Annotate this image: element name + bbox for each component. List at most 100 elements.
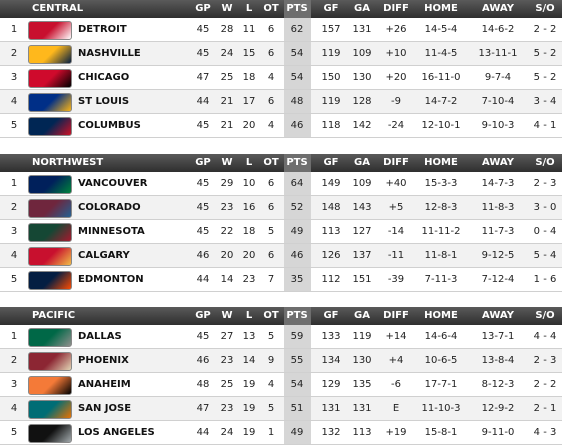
stat: 13-11-1 <box>478 48 518 59</box>
stat: 55 <box>290 355 304 366</box>
stat: 44 <box>196 427 210 438</box>
team-row: 5 COLUMBUS 45 21 20 4 46 118 142 -24 12-10-1 9-10-3… <box>0 114 562 138</box>
stat: -9 <box>391 96 401 107</box>
team-logo <box>28 45 72 64</box>
stat: 35 <box>290 274 304 285</box>
stat: 14-7-3 <box>481 178 515 189</box>
team-name: CALGARY <box>78 250 130 261</box>
stat: 17 <box>242 96 256 107</box>
column-header: GA <box>354 310 370 321</box>
division-name: CENTRAL <box>32 3 84 14</box>
team-logo <box>28 352 72 371</box>
pts-highlight <box>284 196 311 219</box>
team-row: 3 ANAHEIM 48 25 19 4 54 129 135 -6 17-7-1 8-12-3 2 -… <box>0 373 562 397</box>
team-row: 3 MINNESOTA 45 22 18 5 49 113 127 -14 11-11-2 11-7-… <box>0 220 562 244</box>
column-header: GA <box>354 157 370 168</box>
pts-highlight <box>284 0 311 18</box>
stat: 7 <box>267 274 275 285</box>
stat: 22 <box>220 226 234 237</box>
division-header: CENTRAL GP W L OT PTS GF GA DIFF HOME AWAY S/O <box>0 0 562 18</box>
rank: 4 <box>10 403 18 414</box>
stat: 23 <box>242 274 256 285</box>
team-logo <box>28 376 72 395</box>
team-logo <box>28 93 72 112</box>
stat: E <box>392 403 400 414</box>
stat: 1 <box>267 427 275 438</box>
stat: 119 <box>352 331 372 342</box>
stat: 47 <box>196 403 210 414</box>
stat: 45 <box>196 331 210 342</box>
stat: 44 <box>196 274 210 285</box>
stat: 6 <box>267 48 275 59</box>
column-header: GF <box>323 310 339 321</box>
rank: 1 <box>10 178 18 189</box>
team-logo <box>28 199 72 218</box>
column-header: GP <box>195 3 211 14</box>
stat: 49 <box>290 226 304 237</box>
stat: 45 <box>196 202 210 213</box>
pts-highlight <box>284 66 311 89</box>
stat: -11 <box>387 250 405 261</box>
stat: 21 <box>220 96 234 107</box>
team-name: LOS ANGELES <box>78 427 155 438</box>
stat: 133 <box>321 331 341 342</box>
stat: 45 <box>196 120 210 131</box>
column-header: S/O <box>535 3 555 14</box>
team-logo <box>28 69 72 88</box>
rank: 3 <box>10 226 18 237</box>
stat: 48 <box>290 96 304 107</box>
stat: 14-5-4 <box>424 24 458 35</box>
rank: 5 <box>10 427 18 438</box>
stat: 62 <box>290 24 304 35</box>
stat: 45 <box>196 178 210 189</box>
stat: 5 <box>267 226 275 237</box>
stat: 11-10-3 <box>421 403 461 414</box>
division-header: PACIFIC GP W L OT PTS GF GA DIFF HOME AWAY S/O <box>0 307 562 325</box>
stat: 4 <box>267 379 275 390</box>
team-row: 5 LOS ANGELES 44 24 19 1 49 132 113 +19 15-8-1 9-11… <box>0 421 562 445</box>
stat: 15-3-3 <box>424 178 458 189</box>
team-logo <box>28 424 72 443</box>
stat: 6 <box>267 250 275 261</box>
pts-highlight <box>284 18 311 41</box>
stat: 11-11-2 <box>421 226 461 237</box>
stat: 4 - 1 <box>533 120 557 131</box>
column-header: GP <box>195 157 211 168</box>
stat: 27 <box>220 331 234 342</box>
pts-highlight <box>284 268 311 291</box>
stat: 130 <box>352 355 372 366</box>
stat: 130 <box>352 72 372 83</box>
column-header: DIFF <box>383 3 409 14</box>
stat: 4 <box>267 72 275 83</box>
stat: +14 <box>385 331 407 342</box>
team-row: 1 DETROIT 45 28 11 6 62 157 131 +26 14-5-4 14-6-2 2 … <box>0 18 562 42</box>
stat: 142 <box>352 120 372 131</box>
stat: 14-6-2 <box>481 24 515 35</box>
column-header: HOME <box>424 310 458 321</box>
stat: +26 <box>385 24 407 35</box>
stat: 128 <box>352 96 372 107</box>
team-logo <box>28 247 72 266</box>
stat: 28 <box>220 24 234 35</box>
stat: 14 <box>220 274 234 285</box>
stat: 131 <box>321 403 341 414</box>
stat: 4 - 4 <box>533 331 557 342</box>
stat: 17-7-1 <box>424 379 458 390</box>
stat: 54 <box>290 72 304 83</box>
team-name: ANAHEIM <box>78 379 131 390</box>
stat: 143 <box>352 202 372 213</box>
stat: 5 - 4 <box>533 250 557 261</box>
stat: 21 <box>220 120 234 131</box>
stat: 9-12-5 <box>481 250 515 261</box>
stat: 64 <box>290 178 304 189</box>
column-header: L <box>245 157 253 168</box>
stat: 10-6-5 <box>424 355 458 366</box>
stat: 23 <box>220 355 234 366</box>
stat: 13-8-4 <box>481 355 515 366</box>
stat: 3 - 0 <box>533 202 557 213</box>
pts-highlight <box>284 154 311 172</box>
stat: -24 <box>387 120 405 131</box>
stat: 48 <box>196 379 210 390</box>
column-header: S/O <box>535 157 555 168</box>
